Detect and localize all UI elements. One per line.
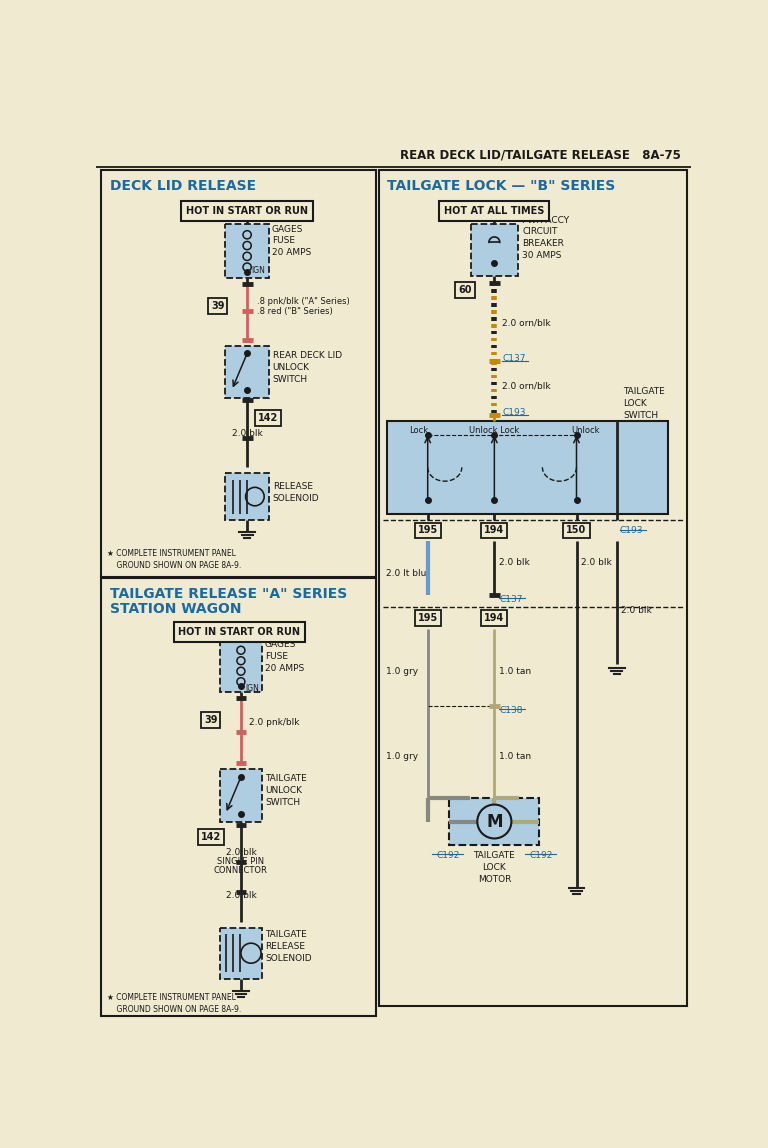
Text: 39: 39 [211,301,224,311]
Text: REAR DECK LID/TAILGATE RELEASE   8A-75: REAR DECK LID/TAILGATE RELEASE 8A-75 [400,148,681,161]
Text: HOT IN START OR RUN: HOT IN START OR RUN [178,627,300,637]
Text: REAR DECK LID
UNLOCK
SWITCH: REAR DECK LID UNLOCK SWITCH [273,351,342,383]
Text: 2.0 blk: 2.0 blk [232,429,263,437]
Bar [101,579,376,1016]
Bar [379,170,687,1006]
Text: 194: 194 [485,526,505,535]
Text: IGN: IGN [245,684,259,692]
Bar [226,473,269,520]
Text: 2.0 blk: 2.0 blk [226,891,257,900]
Text: IGN: IGN [251,265,265,274]
Text: TAILGATE
UNLOCK
SWITCH: TAILGATE UNLOCK SWITCH [265,775,306,807]
Text: RELEASE
SOLENOID: RELEASE SOLENOID [273,482,319,503]
Text: STATION WAGON: STATION WAGON [110,602,241,616]
Text: C192: C192 [436,851,459,860]
Text: 1.0 gry: 1.0 gry [386,667,418,676]
Text: C193: C193 [502,409,525,417]
Text: 2.0 orn/blk: 2.0 orn/blk [502,381,551,390]
Text: C138: C138 [499,706,522,715]
Text: HOT IN START OR RUN: HOT IN START OR RUN [186,205,308,216]
Text: GAGES
FUSE
20 AMPS: GAGES FUSE 20 AMPS [265,641,304,673]
Text: 1.0 tan: 1.0 tan [499,667,531,676]
Text: M: M [486,813,502,830]
Text: PWR ACCY
CIRCUIT
BREAKER
30 AMPS: PWR ACCY CIRCUIT BREAKER 30 AMPS [522,216,569,261]
Text: DECK LID RELEASE: DECK LID RELEASE [110,178,256,193]
Text: 2.0 orn/blk: 2.0 orn/blk [502,318,551,327]
Text: 2.0 blk: 2.0 blk [226,848,257,856]
Circle shape [477,805,511,838]
Text: Lock: Lock [409,426,428,435]
Text: 195: 195 [418,613,438,623]
Text: 60: 60 [458,285,472,295]
Text: C137: C137 [499,596,522,604]
Text: ★ COMPLETE INSTRUMENT PANEL
    GROUND SHOWN ON PAGE 8A-9.: ★ COMPLETE INSTRUMENT PANEL GROUND SHOWN… [107,549,241,571]
Bar [449,798,539,845]
Text: TAILGATE
RELEASE
SOLENOID: TAILGATE RELEASE SOLENOID [265,930,312,962]
Text: C137: C137 [502,355,525,363]
Text: 39: 39 [204,715,217,724]
Text: 1.0 gry: 1.0 gry [386,752,418,761]
Text: TAILGATE
LOCK
SWITCH: TAILGATE LOCK SWITCH [623,387,665,420]
Text: 1.0 tan: 1.0 tan [499,752,531,761]
Bar [220,928,262,978]
Bar [220,769,262,822]
Text: 2.0 blk: 2.0 blk [581,558,612,567]
Text: C192: C192 [529,851,552,860]
Text: CONNECTOR: CONNECTOR [214,867,268,875]
Text: 142: 142 [258,413,278,424]
Bar [387,421,668,513]
Bar [226,346,269,398]
Text: TAILGATE LOCK — "B" SERIES: TAILGATE LOCK — "B" SERIES [386,178,615,193]
Text: .8 pnk/blk ("A" Series): .8 pnk/blk ("A" Series) [257,297,350,307]
Text: 150: 150 [566,526,587,535]
Text: .8 red ("B" Series): .8 red ("B" Series) [257,308,333,317]
Text: TAILGATE
LOCK
MOTOR: TAILGATE LOCK MOTOR [474,852,515,884]
Text: 2.0 pnk/blk: 2.0 pnk/blk [250,719,300,728]
Text: 2.0 blk: 2.0 blk [499,558,530,567]
Text: ★ COMPLETE INSTRUMENT PANEL
    GROUND SHOWN ON PAGE 8A-9.: ★ COMPLETE INSTRUMENT PANEL GROUND SHOWN… [107,993,241,1014]
Text: 195: 195 [418,526,438,535]
Bar [226,224,269,278]
Bar [471,224,518,277]
Text: 2.0 lt blu: 2.0 lt blu [386,569,426,579]
Text: HOT AT ALL TIMES: HOT AT ALL TIMES [444,205,545,216]
Text: 142: 142 [200,832,221,841]
Text: 194: 194 [485,613,505,623]
Text: Unlock Lock: Unlock Lock [469,426,519,435]
Bar [220,639,262,692]
Text: 2.0 blk: 2.0 blk [621,606,652,615]
Text: GAGES
FUSE
20 AMPS: GAGES FUSE 20 AMPS [272,225,311,257]
Text: TAILGATE RELEASE "A" SERIES: TAILGATE RELEASE "A" SERIES [110,587,347,600]
Text: Unlock: Unlock [571,426,600,435]
Text: SINGLE PIN: SINGLE PIN [217,858,264,866]
Bar [101,170,376,576]
Text: C193: C193 [620,526,644,535]
